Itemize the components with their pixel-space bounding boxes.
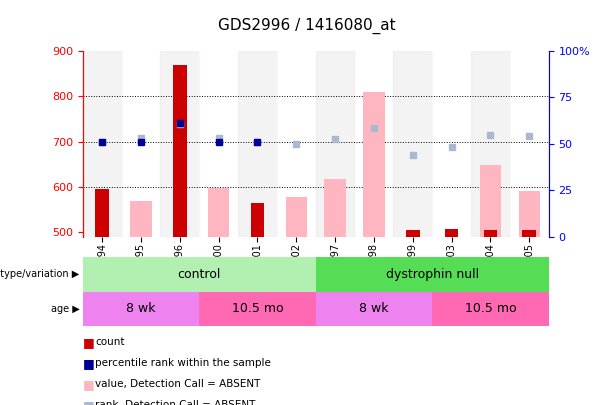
- Bar: [394, 51, 432, 237]
- Text: count: count: [95, 337, 124, 347]
- Text: genotype/variation ▶: genotype/variation ▶: [0, 269, 80, 279]
- Bar: [286, 197, 307, 237]
- Text: ■: ■: [83, 336, 94, 349]
- Text: ■: ■: [83, 399, 94, 405]
- Bar: [510, 51, 549, 237]
- Bar: [432, 51, 471, 237]
- Text: percentile rank within the sample: percentile rank within the sample: [95, 358, 271, 368]
- Text: value, Detection Call = ABSENT: value, Detection Call = ABSENT: [95, 379, 261, 389]
- Text: dystrophin null: dystrophin null: [386, 268, 479, 281]
- Text: 8 wk: 8 wk: [126, 302, 156, 315]
- Bar: [364, 92, 384, 237]
- Text: 10.5 mo: 10.5 mo: [465, 302, 516, 315]
- Bar: [406, 230, 419, 237]
- Bar: [173, 65, 186, 237]
- Bar: [445, 229, 459, 237]
- Bar: [131, 201, 151, 237]
- Bar: [522, 230, 536, 237]
- Bar: [121, 51, 161, 237]
- Bar: [484, 230, 497, 237]
- Text: control: control: [178, 268, 221, 281]
- Bar: [324, 179, 346, 237]
- Bar: [238, 51, 277, 237]
- Bar: [251, 203, 264, 237]
- Bar: [96, 189, 109, 237]
- Text: 8 wk: 8 wk: [359, 302, 389, 315]
- Text: GDS2996 / 1416080_at: GDS2996 / 1416080_at: [218, 18, 395, 34]
- Bar: [199, 51, 238, 237]
- Bar: [354, 51, 394, 237]
- Bar: [316, 51, 354, 237]
- Bar: [519, 192, 540, 237]
- Bar: [277, 51, 316, 237]
- Text: age ▶: age ▶: [51, 304, 80, 314]
- Text: 10.5 mo: 10.5 mo: [232, 302, 283, 315]
- Bar: [161, 51, 199, 237]
- Bar: [208, 188, 229, 237]
- Bar: [480, 165, 501, 237]
- Text: rank, Detection Call = ABSENT: rank, Detection Call = ABSENT: [95, 401, 256, 405]
- Bar: [471, 51, 510, 237]
- Text: ■: ■: [83, 378, 94, 391]
- Text: ■: ■: [83, 357, 94, 370]
- Bar: [83, 51, 121, 237]
